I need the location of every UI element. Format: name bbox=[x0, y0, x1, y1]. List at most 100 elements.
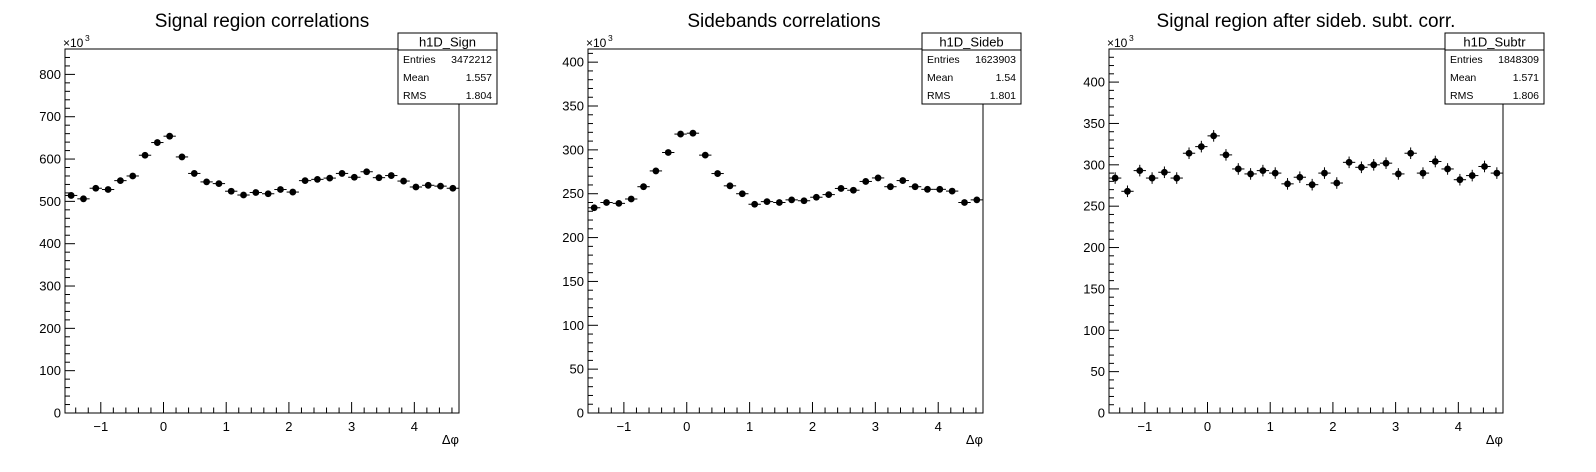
data-point bbox=[92, 184, 100, 192]
data-point bbox=[203, 178, 210, 186]
stats-box-name: h1D_Subtr bbox=[1463, 35, 1526, 50]
data-point bbox=[252, 189, 260, 196]
y-tick-label: 350 bbox=[562, 99, 584, 114]
data-point bbox=[701, 151, 709, 159]
y-tick-label: 300 bbox=[39, 279, 61, 294]
data-point bbox=[738, 190, 746, 198]
data-point bbox=[166, 132, 174, 140]
stats-value: 1.571 bbox=[1513, 72, 1539, 84]
data-point bbox=[1468, 172, 1476, 179]
data-point bbox=[1407, 149, 1415, 157]
data-series bbox=[1109, 130, 1503, 198]
data-point bbox=[664, 149, 672, 156]
data-point bbox=[1173, 174, 1181, 182]
data-point bbox=[1431, 158, 1439, 165]
data-point bbox=[640, 183, 647, 191]
data-point bbox=[1284, 180, 1291, 188]
y-tick-label: 500 bbox=[39, 194, 61, 209]
data-point bbox=[751, 200, 759, 208]
data-point bbox=[289, 188, 297, 196]
data-point bbox=[689, 129, 697, 137]
x-tick-label: 2 bbox=[1329, 419, 1336, 434]
data-point bbox=[1161, 168, 1168, 176]
stats-key: Mean bbox=[1450, 72, 1476, 84]
data-point bbox=[936, 185, 944, 193]
data-point bbox=[615, 199, 623, 207]
data-point bbox=[437, 182, 444, 190]
data-point bbox=[1333, 179, 1341, 187]
x-axis-label: Δφ bbox=[442, 432, 459, 447]
data-point bbox=[277, 186, 284, 193]
stats-key: RMS bbox=[1450, 90, 1473, 102]
data-point bbox=[652, 167, 660, 175]
data-series bbox=[588, 129, 983, 212]
data-point bbox=[80, 195, 87, 203]
y-multiplier-exponent: 3 bbox=[608, 33, 613, 43]
data-point bbox=[1234, 165, 1242, 173]
stats-value: 1.801 bbox=[990, 90, 1016, 102]
data-point bbox=[215, 180, 223, 187]
x-tick-label: −1 bbox=[616, 419, 631, 434]
x-tick-label: 3 bbox=[872, 419, 879, 434]
x-axis-label: Δφ bbox=[1486, 432, 1503, 447]
data-point bbox=[67, 192, 75, 199]
data-point bbox=[1271, 169, 1279, 177]
y-tick-label: 300 bbox=[1083, 157, 1105, 172]
data-point bbox=[1493, 169, 1501, 177]
data-point bbox=[117, 177, 124, 185]
y-tick-label: 0 bbox=[577, 406, 584, 421]
stats-key: RMS bbox=[927, 90, 950, 102]
x-axis-label: Δφ bbox=[966, 432, 983, 447]
x-tick-label: −1 bbox=[93, 419, 108, 434]
data-point bbox=[363, 168, 371, 176]
y-multiplier-label: ×10 bbox=[63, 36, 84, 50]
y-multiplier-label: ×10 bbox=[1107, 36, 1128, 50]
data-point bbox=[1111, 174, 1119, 182]
data-point bbox=[178, 153, 186, 161]
data-point bbox=[603, 199, 610, 206]
data-point bbox=[590, 204, 598, 212]
y-tick-label: 700 bbox=[39, 109, 61, 124]
data-point bbox=[825, 191, 833, 199]
data-point bbox=[1308, 181, 1316, 189]
data-point bbox=[862, 178, 870, 185]
data-point bbox=[1345, 158, 1353, 166]
data-point bbox=[1210, 132, 1218, 140]
data-point bbox=[1370, 161, 1378, 169]
stats-value: 1.806 bbox=[1513, 90, 1539, 102]
data-point bbox=[763, 198, 771, 206]
y-tick-label: 600 bbox=[39, 152, 61, 167]
data-point bbox=[129, 172, 137, 180]
chart-panel: Sidebands correlations 0 50 100 150 200 250 300… bbox=[562, 11, 1022, 447]
data-point bbox=[899, 177, 907, 184]
y-tick-label: 150 bbox=[562, 274, 584, 289]
y-tick-label: 200 bbox=[562, 230, 584, 245]
data-point bbox=[788, 196, 796, 204]
y-tick-label: 0 bbox=[1098, 406, 1105, 421]
x-tick-label: 1 bbox=[1267, 419, 1274, 434]
y-multiplier-exponent: 3 bbox=[85, 33, 90, 43]
x-tick-label: 0 bbox=[1204, 419, 1211, 434]
data-point bbox=[1296, 173, 1304, 181]
data-point bbox=[1148, 174, 1156, 182]
x-tick-label: 2 bbox=[809, 419, 816, 434]
data-point bbox=[627, 195, 635, 203]
data-series bbox=[65, 132, 459, 203]
data-point bbox=[264, 190, 272, 198]
data-point bbox=[1419, 169, 1427, 177]
stats-value: 1.804 bbox=[466, 90, 492, 102]
data-point bbox=[240, 191, 247, 199]
x-tick-label: 4 bbox=[935, 419, 942, 434]
data-point bbox=[874, 174, 882, 182]
data-point bbox=[375, 174, 383, 182]
stats-value: 1.54 bbox=[996, 72, 1017, 84]
data-point bbox=[1247, 170, 1254, 178]
chart-title: Sidebands correlations bbox=[687, 11, 880, 32]
data-point bbox=[1481, 163, 1488, 170]
data-point bbox=[726, 182, 734, 190]
data-point bbox=[301, 177, 309, 185]
stats-value: 1.557 bbox=[466, 72, 492, 84]
data-point bbox=[961, 199, 968, 206]
data-point bbox=[948, 187, 956, 195]
data-point bbox=[1321, 169, 1328, 177]
